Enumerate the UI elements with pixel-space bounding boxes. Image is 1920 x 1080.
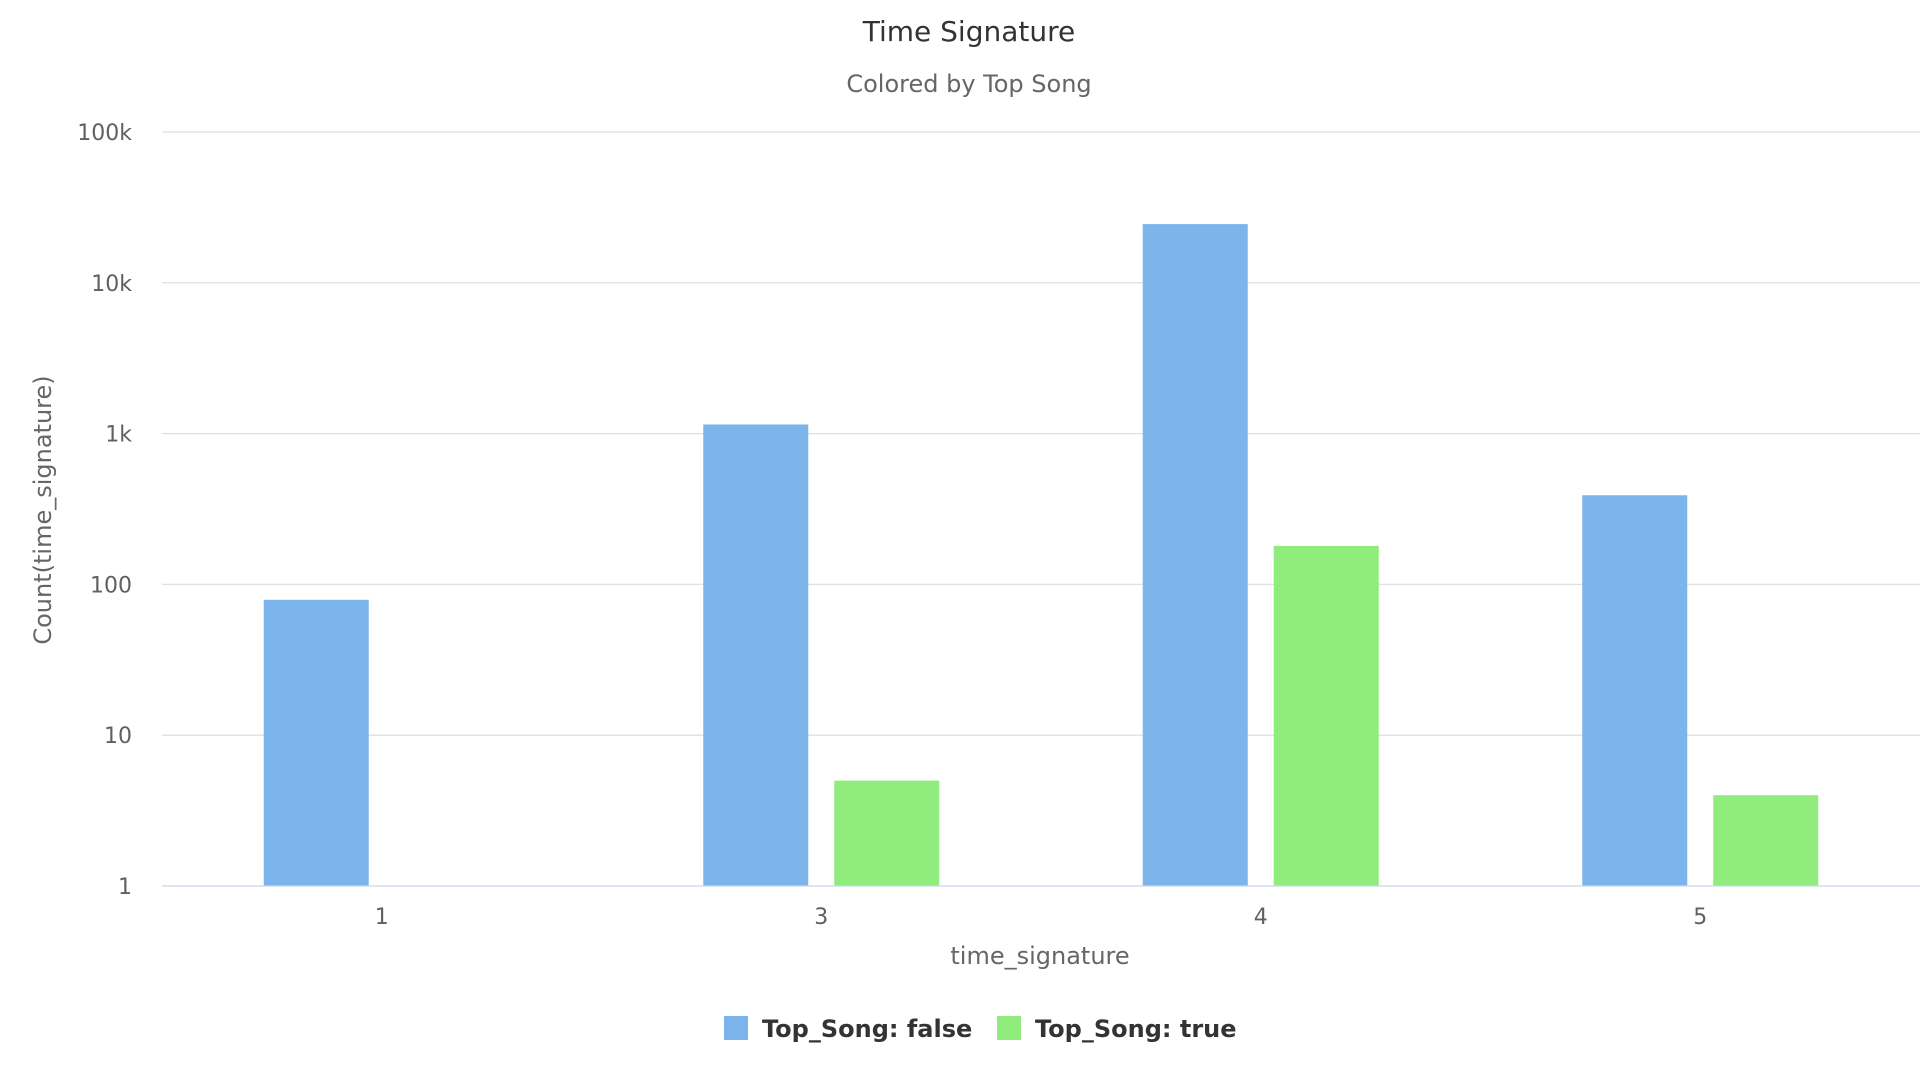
bar (1713, 795, 1819, 886)
bar (1273, 545, 1379, 886)
bar (263, 599, 369, 886)
x-tick-label: 3 (814, 905, 828, 930)
x-tick-label: 4 (1254, 905, 1268, 930)
bar (1142, 224, 1248, 886)
y-tick-label: 10 (104, 724, 132, 749)
bar (703, 424, 809, 886)
y-tick-label: 100k (77, 121, 132, 146)
legend: Top_Song: false Top_Song: true (724, 1015, 1237, 1043)
y-tick-label: 1 (118, 875, 132, 900)
chart-title: Time Signature (862, 15, 1076, 48)
y-tick-label: 1k (105, 423, 132, 448)
y-axis-ticks: 1 10 100 1k 10k 100k (77, 121, 132, 900)
chart-subtitle: Colored by Top Song (846, 70, 1091, 98)
x-tick-label: 5 (1693, 905, 1707, 930)
legend-item-label: Top_Song: true (1035, 1015, 1237, 1043)
legend-item-label: Top_Song: false (762, 1015, 972, 1043)
x-tick-label: 1 (375, 905, 389, 930)
y-tick-label: 10k (91, 272, 132, 297)
bar (1582, 495, 1688, 886)
bars (263, 224, 1819, 886)
bar (834, 780, 940, 886)
legend-swatch (724, 1016, 748, 1040)
x-axis-title: time_signature (950, 942, 1129, 970)
y-axis-title: Count(time_signature) (29, 375, 57, 644)
y-tick-label: 100 (90, 573, 132, 598)
x-axis-ticks: 1 3 4 5 (375, 905, 1708, 930)
legend-swatch (997, 1016, 1021, 1040)
